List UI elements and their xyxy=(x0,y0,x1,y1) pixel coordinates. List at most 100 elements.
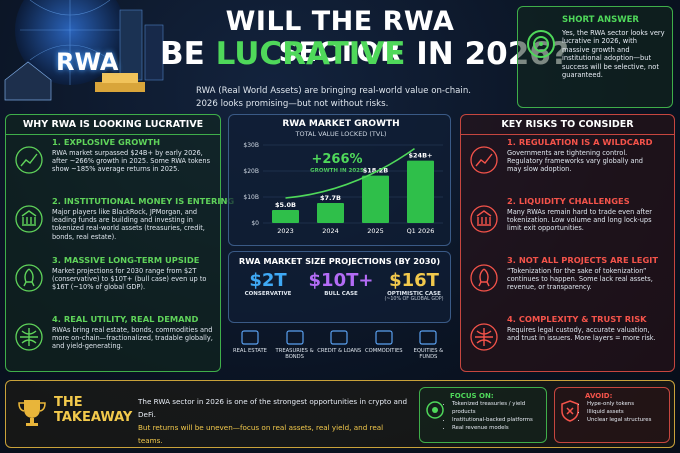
item-text: Major players like BlackRock, JPMorgan, … xyxy=(52,208,205,241)
asset-label: EQUITIES & FUNDS xyxy=(413,348,444,360)
list-item: 3. MASSIVE LONG-TERM UPSIDE Market projec… xyxy=(6,253,220,315)
avoid-box: AVOID: Hype-only tokensIlliquid assetsUn… xyxy=(554,387,670,443)
item-icon xyxy=(15,264,43,292)
list-entry: Tokenized treasuries / yield products xyxy=(452,400,546,416)
item-icon xyxy=(15,205,43,233)
x-tick-label: 2023 xyxy=(277,227,294,235)
focus-title: FOCUS ON: xyxy=(450,392,494,400)
item-text: Market projections for 2030 range from $… xyxy=(52,267,207,292)
projection: $16T OPTIMISTIC CASE (~10% OF GLOBAL GDP) xyxy=(379,270,449,302)
asset-label: COMMODITIES xyxy=(365,348,403,354)
item-text: Requires legal custody, accurate valuati… xyxy=(507,326,656,343)
value-label: $5.0B xyxy=(275,201,296,209)
value-label: $7.7B xyxy=(320,194,341,202)
annotation: +266% xyxy=(311,152,362,167)
asset-icon-shape xyxy=(419,330,437,345)
icon-ring xyxy=(470,323,498,351)
projection-value: $16T xyxy=(389,270,439,291)
avoid-icon xyxy=(561,400,579,422)
bar xyxy=(272,210,299,223)
target-icon xyxy=(527,30,555,58)
icon-ring xyxy=(15,205,43,233)
item-heading: 1. REGULATION IS A WILDCARD xyxy=(507,137,653,147)
chart-title: RWA MARKET GROWTH xyxy=(282,119,399,129)
item-text: Many RWAs remain hard to trade even afte… xyxy=(507,208,652,233)
icon-ring xyxy=(15,146,43,174)
chart-panel: RWA MARKET GROWTH TOTAL VALUE LOCKED (TV… xyxy=(228,114,451,246)
list-entry: Unclear legal structures xyxy=(587,416,651,424)
list-item: 2. INSTITUTIONAL MONEY IS ENTERING Major … xyxy=(6,194,234,256)
bar xyxy=(317,202,344,223)
list-item: 1. EXPLOSIVE GROWTH RWA market surpassed … xyxy=(6,135,220,197)
projections-title: RWA MARKET SIZE PROJECTIONS (BY 2030) xyxy=(238,256,441,266)
bar xyxy=(362,175,389,223)
value-label: $18.2B xyxy=(363,167,389,175)
trophy-icon xyxy=(18,400,46,426)
title-text: BE xyxy=(160,36,216,72)
asset-icon xyxy=(375,330,393,345)
risks-title: KEY RISKS TO CONSIDER xyxy=(461,115,674,135)
projection-value: $10T+ xyxy=(308,270,374,291)
takeaway-text: The RWA sector in 2026 is one of the str… xyxy=(138,395,408,447)
why-title: WHY RWA IS LOOKING LUCRATIVE xyxy=(6,115,220,135)
takeaway-line: The RWA sector in 2026 is one of the str… xyxy=(138,397,408,419)
asset-icon-shape xyxy=(285,330,304,345)
projection-label: OPTIMISTIC CASE xyxy=(387,291,441,297)
asset-icon xyxy=(285,330,304,345)
item-heading: 3. NOT ALL PROJECTS ARE LEGIT xyxy=(507,255,659,265)
short-answer: SHORT ANSWER Yes, the RWA sector looks v… xyxy=(517,6,673,108)
asset-type: REAL ESTATE xyxy=(228,326,272,354)
asset-icon-shape xyxy=(241,330,259,345)
asset-label: TREASURIES & BONDS xyxy=(275,348,314,360)
x-tick-label: 2025 xyxy=(367,227,384,235)
projection-value: $2T xyxy=(249,270,287,291)
takeaway-title: THE TAKEAWAY xyxy=(54,395,133,425)
item-icon xyxy=(15,146,43,174)
y-tick-label: $0 xyxy=(251,220,259,227)
intro: RWA (Real World Assets) are bringing rea… xyxy=(196,85,471,111)
list-entry: Hype-only tokens xyxy=(587,400,651,408)
list-item: 4. COMPLEXITY & TRUST RISK Requires legal… xyxy=(461,312,674,374)
icon-ring xyxy=(15,323,43,351)
takeaway-panel: THE TAKEAWAY The RWA sector in 2026 is o… xyxy=(5,380,675,448)
asset-type: EQUITIES & FUNDS xyxy=(406,326,450,360)
focus-icon xyxy=(426,401,444,419)
risks-panel: KEY RISKS TO CONSIDER 1. REGULATION IS A… xyxy=(460,114,675,372)
list-item: 1. REGULATION IS A WILDCARD Governments a… xyxy=(461,135,674,197)
item-icon xyxy=(470,323,498,351)
value-label: $24B+ xyxy=(409,152,433,160)
asset-label: CREDIT & LOANS xyxy=(317,348,362,354)
icon-glyph xyxy=(20,153,38,167)
icon-glyph xyxy=(478,268,490,287)
avoid-title: AVOID: xyxy=(585,392,613,400)
chart-subtitle: TOTAL VALUE LOCKED (TVL) xyxy=(295,130,387,138)
projections-panel: RWA MARKET SIZE PROJECTIONS (BY 2030) $2… xyxy=(228,251,451,323)
short-answer-text: Yes, the RWA sector looks very lucrative… xyxy=(562,29,665,80)
list-entry: Institutional-backed platforms xyxy=(452,416,546,424)
why-panel: WHY RWA IS LOOKING LUCRATIVE 1. EXPLOSIV… xyxy=(5,114,234,372)
intro-line: RWA (Real World Assets) are bringing rea… xyxy=(196,86,472,96)
asset-icon-shape xyxy=(375,330,393,345)
item-heading: 1. EXPLOSIVE GROWTH xyxy=(52,137,161,147)
icon-glyph xyxy=(21,210,37,226)
item-icon xyxy=(470,205,498,233)
icon-ring xyxy=(470,146,498,174)
projection: $10T+ BULL CASE xyxy=(306,270,376,297)
item-heading: 4. COMPLEXITY & TRUST RISK xyxy=(507,314,647,324)
projection-note: (~10% OF GLOBAL GDP) xyxy=(384,297,444,302)
item-text: RWA market surpassed $24B+ by early 2026… xyxy=(52,149,211,174)
asset-type: COMMODITIES xyxy=(362,326,406,354)
item-heading: 2. INSTITUTIONAL MONEY IS ENTERING xyxy=(52,196,235,206)
chart: RWA MARKET GROWTH TOTAL VALUE LOCKED (TV… xyxy=(243,119,443,235)
item-heading: 3. MASSIVE LONG-TERM UPSIDE xyxy=(52,255,200,265)
title-line: WILL THE RWA SECTOR xyxy=(225,6,455,68)
icon-glyph xyxy=(23,268,35,287)
list-item: 2. LIQUIDITY CHALLENGES Many RWAs remain … xyxy=(461,194,674,256)
y-tick-label: $30B xyxy=(243,142,259,149)
asset-icon-shape xyxy=(330,330,348,345)
avoid-list: Hype-only tokensIlliquid assetsUnclear l… xyxy=(577,400,651,424)
asset-types: REAL ESTATE TREASURIES & BONDS CREDIT & LO… xyxy=(228,326,451,372)
asset-label: REAL ESTATE xyxy=(233,348,267,354)
short-answer-title: SHORT ANSWER xyxy=(562,15,639,25)
